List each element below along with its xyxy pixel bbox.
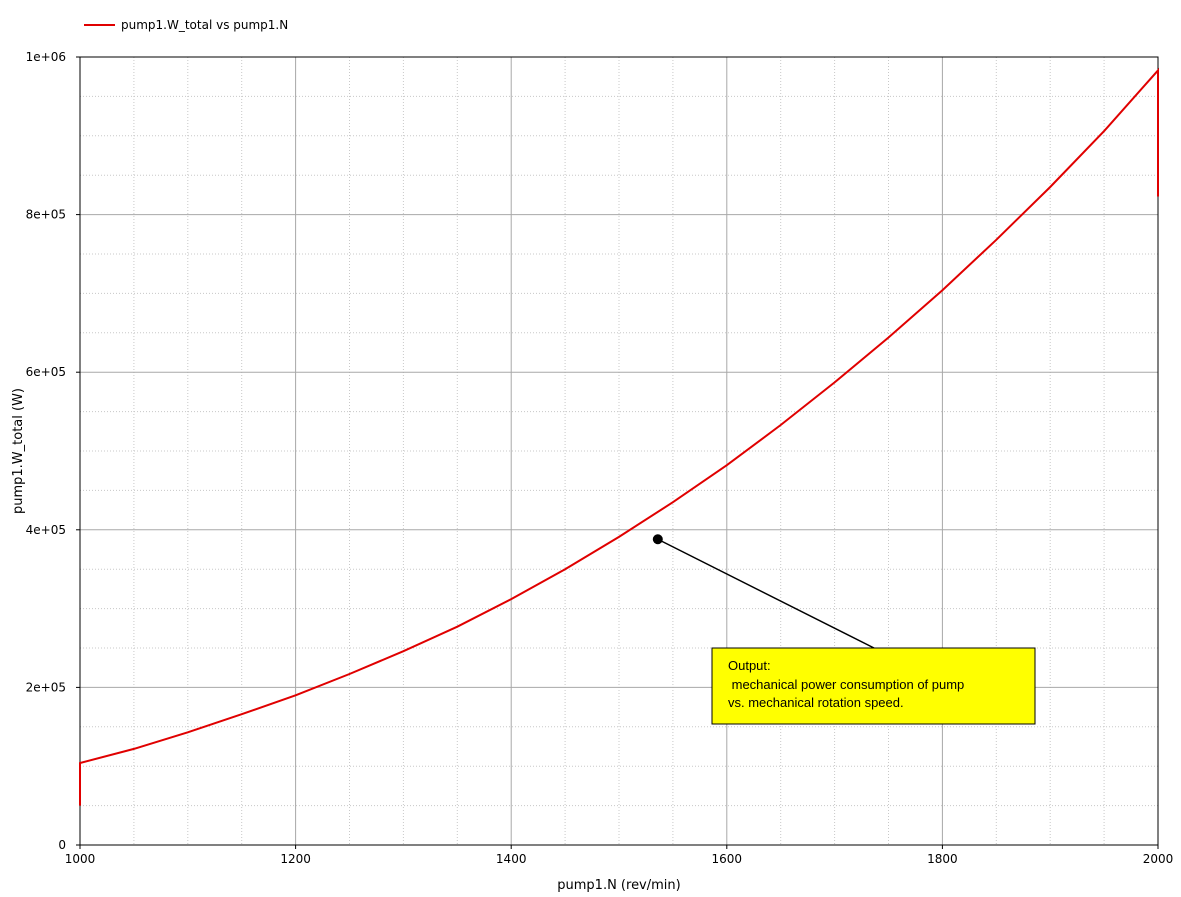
y-tick-labels: 0 2e+05 4e+05 6e+05 8e+05 1e+06 <box>26 50 66 852</box>
y-tick-label: 2e+05 <box>26 680 66 694</box>
x-axis-title: pump1.N (rev/min) <box>557 878 680 893</box>
annotation-line-2: mechanical power consumption of pump <box>728 677 964 692</box>
series-line-pump1-w-total <box>79 67 1159 806</box>
y-tick-label: 6e+05 <box>26 365 66 379</box>
minor-grid <box>80 57 1158 845</box>
annotation-marker <box>652 534 663 545</box>
y-tick-label: 4e+05 <box>26 523 66 537</box>
x-tick-label: 2000 <box>1143 852 1174 866</box>
annotation: Output: mechanical power consumption of … <box>652 534 1036 725</box>
annotation-box <box>711 647 1036 725</box>
x-tick-label: 1800 <box>927 852 958 866</box>
annotation-leader-line <box>657 538 875 649</box>
x-tick-label: 1000 <box>65 852 96 866</box>
x-tick-labels: 1000 1200 1400 1600 1800 2000 <box>65 852 1174 866</box>
legend: pump1.W_total vs pump1.N <box>84 18 288 32</box>
annotation-line-1: Output: <box>728 658 771 673</box>
x-tick-label: 1400 <box>496 852 527 866</box>
y-tick-label: 8e+05 <box>26 208 66 222</box>
plot-frame <box>79 56 1159 846</box>
y-tick-label: 1e+06 <box>26 50 66 64</box>
x-tick-label: 1200 <box>280 852 311 866</box>
legend-label: pump1.W_total vs pump1.N <box>121 18 288 32</box>
y-axis-title: pump1.W_total (W) <box>11 388 26 514</box>
y-tick-label: 0 <box>58 838 66 852</box>
x-tick-label: 1600 <box>712 852 743 866</box>
annotation-line-3: vs. mechanical rotation speed. <box>728 695 904 710</box>
axis-ticks <box>76 56 1159 849</box>
